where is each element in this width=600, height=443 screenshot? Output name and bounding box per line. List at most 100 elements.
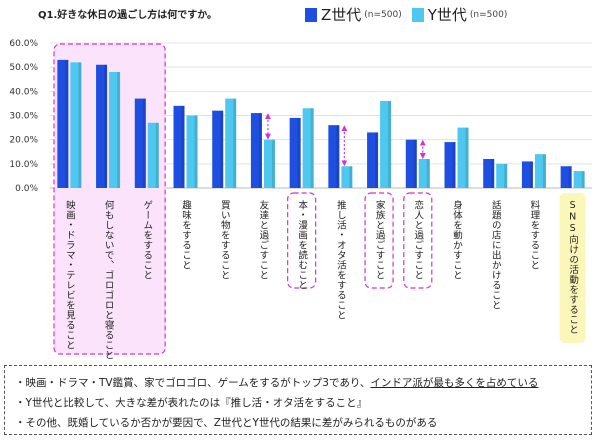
bar-z [367,132,379,188]
bar-y [496,163,508,188]
bar-y [457,127,469,188]
bar-z [57,59,69,188]
bar-shade [568,166,572,188]
bar-y [263,139,275,188]
note-1-emphasis: インドア派が最も多くを占めている [370,377,539,389]
bar-shade [271,139,275,188]
bar-shade [142,98,146,188]
bar-z [560,166,572,188]
category-label: 料理をすること [528,199,540,270]
highlight-frame-family [364,192,394,289]
category-label: ゲームをすること [141,200,153,280]
bar-shade [413,139,417,188]
bar-y [534,154,546,188]
y-tick-label: 40.0% [9,87,38,97]
bar-z [483,159,495,188]
bar-shade [581,171,585,188]
bar-z [212,110,224,188]
category-label: 何もしないで、ゴロゴロと寝ること [103,199,115,360]
legend-label-y: Y世代 [427,6,467,24]
legend-item-y: Y世代 (n=500) [411,4,508,25]
category-label: 家族と過ごすこと [374,199,386,280]
bar-z [134,98,146,188]
legend-n-y: (n=500) [469,9,508,20]
bar-y [341,166,353,188]
y-tick-label: 0.0% [15,184,38,194]
bar-shade [465,127,469,188]
legend: Z世代 (n=500) Y世代 (n=500) [305,4,517,25]
bar-z [444,142,456,188]
y-tick-label: 10.0% [9,160,38,170]
category-label: 友達と過ごすこと [257,199,269,280]
category-label: 本・漫画を読むこと [296,199,308,290]
note-line-2: ・Y世代と比較して、大きな差が表れたのは『推し活・オタ活をすること』 [15,393,591,413]
bar-z [405,139,417,188]
summary-notes: ・映画・ドラマ・TV鑑賞、家でゴロゴロ、ゲームをするがトップ3であり、インドア派… [4,365,592,435]
note-2-text: ・Y世代と比較して、大きな差が表れたのは『推し活・オタ活をすること』 [15,397,368,409]
y-tick-label: 20.0% [9,136,38,146]
bar-y [147,122,159,188]
bar-shade [78,62,82,189]
y-tick-label: 50.0% [9,63,38,73]
bar-shade [194,115,198,188]
note-line-1: ・映画・ドラマ・TV鑑賞、家でゴロゴロ、ゲームをするがトップ3であり、インドア派… [15,373,591,393]
bar-shade [336,125,340,188]
chart-title: Q1.好きな休日の過ごし方は何ですか。 [38,10,218,21]
highlight-frame-lover [403,192,433,289]
category-label: 趣味をすること [180,199,192,270]
bar-shade [349,166,353,188]
bar-z [250,113,262,188]
bar-y [225,98,237,188]
category-label: 話題の店に出かけること [490,199,502,310]
bar-y [109,72,121,188]
bar-shade [375,132,379,188]
bar-z [521,161,533,188]
bar-y [573,171,585,188]
bar-z [289,117,301,188]
note-3-text: ・その他、既婚しているか否かが要因で、Z世代とY世代の結果に差がみられるものがあ… [15,417,438,429]
legend-n-z: (n=500) [364,9,402,20]
highlight-frame-sns [559,193,586,343]
bar-chart: 0.0% 10.0% 20.0% 30.0% 40.0% 50.0% 60.0% 映画・ドラマ… [9,39,592,360]
legend-label-z: Z世代 [321,6,362,24]
bar-shade [65,59,69,188]
bar-shade [491,159,495,188]
category-label: 推し活・オタ活をすること [335,199,347,320]
category-label: SNS向けの活動をすること [567,200,579,335]
bar-z [328,125,340,188]
bar-y [380,101,392,188]
bar-y [418,159,430,188]
bar-y [70,62,82,189]
category-label: 買い物をすること [219,200,231,280]
bar-shade [529,161,533,188]
bar-shade [258,113,262,188]
bar-y [186,115,198,188]
legend-item-z: Z世代 (n=500) [305,4,402,25]
bar-shade [233,98,237,188]
bar-z [173,105,185,188]
bar-shade [117,72,121,188]
bar-shade [220,110,224,188]
y-tick-label: 60.0% [9,39,38,49]
category-label: 身体を動かすこと [451,199,463,280]
note-line-3: ・その他、既婚しているか否かが要因で、Z世代とY世代の結果に差がみられるものがあ… [15,413,591,433]
highlight-frame-books [287,192,317,289]
bar-shade [297,117,301,188]
legend-swatch-z [305,7,317,22]
bar-shade [388,101,392,188]
bar-y [302,108,314,188]
bar-shade [181,105,185,188]
note-1-text: ・映画・ドラマ・TV鑑賞、家でゴロゴロ、ゲームをするがトップ3であり、 [15,377,371,389]
bar-shade [155,122,159,188]
bar-z [96,64,108,188]
bar-shade [542,154,546,188]
legend-swatch-y [411,7,424,22]
bar-shade [104,64,108,188]
bar-shade [452,142,456,188]
category-label: 映画・ドラマ・テレビを見ること [64,199,76,350]
bar-shade [310,108,314,188]
bar-shade [426,159,430,188]
bar-shade [504,163,508,188]
category-label: 恋人と過ごすこと [412,199,424,280]
y-tick-label: 30.0% [9,112,38,122]
